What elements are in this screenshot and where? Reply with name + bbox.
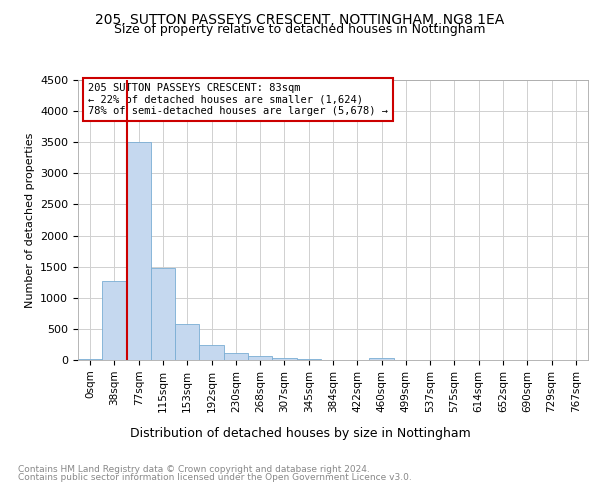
Bar [272,358,296,360]
Bar [199,345,224,360]
Bar [296,359,321,360]
Y-axis label: Number of detached properties: Number of detached properties [25,132,35,308]
Bar [102,281,127,360]
Bar [151,268,175,360]
Text: 205, SUTTON PASSEYS CRESCENT, NOTTINGHAM, NG8 1EA: 205, SUTTON PASSEYS CRESCENT, NOTTINGHAM… [95,12,505,26]
Text: Contains HM Land Registry data © Crown copyright and database right 2024.: Contains HM Land Registry data © Crown c… [18,465,370,474]
Text: Distribution of detached houses by size in Nottingham: Distribution of detached houses by size … [130,428,470,440]
Text: Size of property relative to detached houses in Nottingham: Size of property relative to detached ho… [114,22,486,36]
Bar [370,358,394,360]
Text: Contains public sector information licensed under the Open Government Licence v3: Contains public sector information licen… [18,472,412,482]
Bar [248,356,272,360]
Bar [127,142,151,360]
Bar [175,324,199,360]
Bar [224,352,248,360]
Text: 205 SUTTON PASSEYS CRESCENT: 83sqm
← 22% of detached houses are smaller (1,624)
: 205 SUTTON PASSEYS CRESCENT: 83sqm ← 22%… [88,83,388,116]
